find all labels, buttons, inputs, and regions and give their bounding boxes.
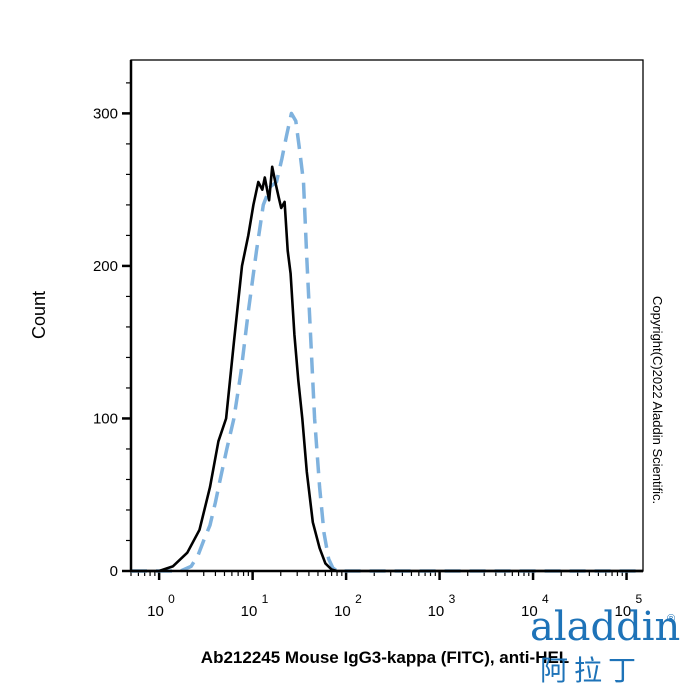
x-tick-exponent: 2 [355,592,362,606]
axis-ticks [122,82,628,580]
y-tick-label: 100 [93,410,118,427]
x-tick-exponent: 4 [542,592,549,606]
y-tick-label: 0 [110,563,118,580]
series-solid-line [131,165,643,573]
x-tick-label: 10 [521,603,538,620]
y-axis-title: Count [29,291,49,339]
x-tick-label: 10 [147,603,164,620]
series-dashed-line [131,111,643,573]
x-tick-exponent: 5 [636,592,643,606]
x-tick-label: 10 [428,603,445,620]
x-tick-exponent: 0 [168,592,175,606]
x-tick-label: 10 [334,603,351,620]
y-tick-label: 200 [93,258,118,275]
x-tick-exponent: 3 [449,592,456,606]
logo-trademark: ® [667,613,675,625]
aladdin-logo: aladdin ® 阿拉丁 [530,604,680,687]
copyright-text: Copyright(C)2022 Aladdin Scientific. [650,296,665,504]
y-tick-label: 300 [93,105,118,122]
x-tick-exponent: 1 [262,592,269,606]
logo-wordmark: aladdin [530,604,680,650]
x-tick-label: 10 [615,603,632,620]
x-tick-label: 10 [241,603,258,620]
logo-chinese: 阿拉丁 [540,654,642,687]
series-layer [131,111,643,573]
x-axis-title: Ab212245 Mouse IgG3-kappa (FITC), anti-H… [201,648,569,667]
